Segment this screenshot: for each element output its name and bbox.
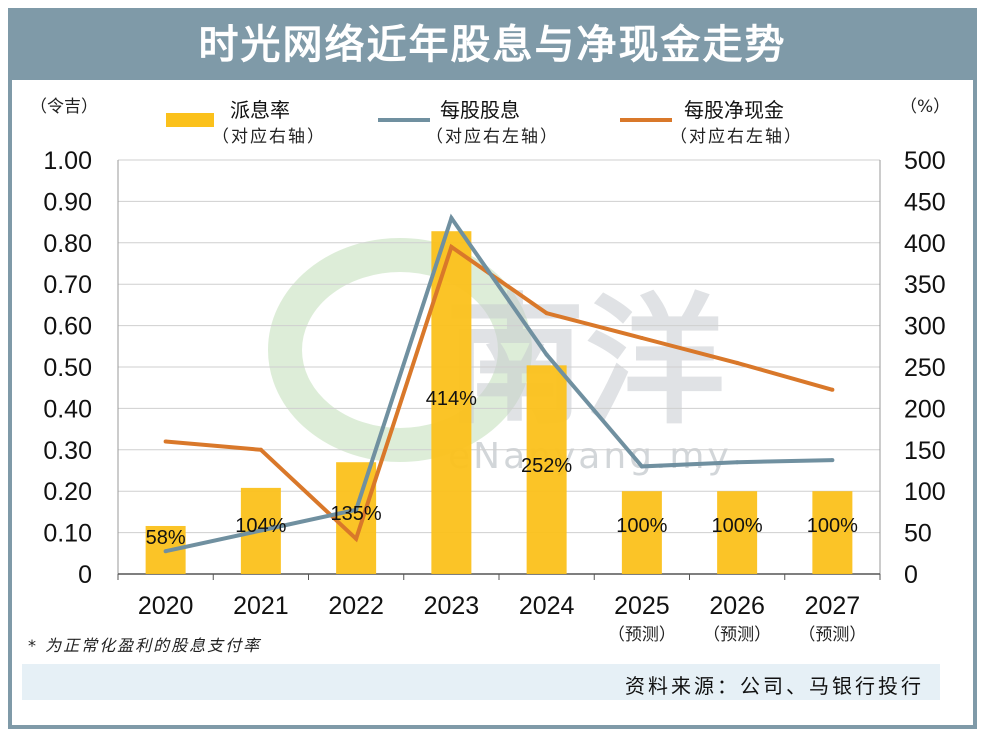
left-tick-label: 0.10 <box>43 520 92 548</box>
right-tick-label: 150 <box>904 437 946 465</box>
line-dividend-per-share-point <box>163 549 168 554</box>
line-net-cash-per-share-point <box>258 447 263 452</box>
x-tick-sublabel: （预测） <box>608 625 676 645</box>
line-net-cash-per-share-point <box>830 387 835 392</box>
legend-label-payout: 派息率 <box>230 98 290 122</box>
x-tick-sublabel: （预测） <box>703 625 771 645</box>
line-dividend-per-share <box>165 213 833 554</box>
left-tick-label: 0.70 <box>43 271 92 299</box>
legend-note-dps: （对应右左轴） <box>426 127 559 147</box>
x-tick-label: 2026 <box>709 592 765 620</box>
bar-payout-2026 <box>717 491 758 574</box>
x-tick-label: 2023 <box>424 592 480 620</box>
chart-title: 时光网络近年股息与净现金走势 <box>12 12 973 80</box>
bar-data-label: 58% <box>146 527 186 549</box>
left-tick-label: 0.40 <box>43 395 92 423</box>
line-net-cash-per-share-point <box>163 439 168 444</box>
bar-data-label: 100% <box>807 515 858 537</box>
watermark-logo-ring <box>268 238 532 462</box>
legend-note-payout: （对应右轴） <box>212 127 326 147</box>
bar-data-label: 252% <box>521 455 572 477</box>
left-axis-unit: （令吉） <box>30 97 98 117</box>
line-net-cash-per-share-point <box>639 336 644 341</box>
right-tick-label: 0 <box>904 561 918 589</box>
legend-label-dps: 每股股息 <box>440 98 520 122</box>
footnote: * 为正常化盈利的股息支付率 <box>28 636 262 655</box>
line-net-cash-per-share-point <box>449 244 454 249</box>
line-dividend-per-share-point <box>354 507 359 512</box>
watermark-logo-text: 南洋 <box>445 281 725 444</box>
line-dividend-per-share-point <box>735 460 740 465</box>
watermark-url-text: eNanyang.my <box>448 436 732 477</box>
right-tick-label: 250 <box>904 354 946 382</box>
right-tick-label: 400 <box>904 230 946 258</box>
x-tick-label: 2022 <box>328 592 384 620</box>
right-tick-label: 500 <box>904 147 946 175</box>
x-tick-label: 2020 <box>138 592 194 620</box>
left-tick-label: 0.90 <box>43 188 92 216</box>
line-dividend-per-share-point <box>449 215 454 220</box>
line-net-cash-per-share-point <box>354 536 359 541</box>
bar-data-label: 135% <box>331 503 382 525</box>
bar-data-label: 414% <box>426 388 477 410</box>
right-tick-label: 50 <box>904 520 932 548</box>
bar-data-label: 104% <box>235 515 286 537</box>
right-tick-label: 450 <box>904 188 946 216</box>
x-tick-label: 2027 <box>805 592 861 620</box>
left-tick-label: 0.20 <box>43 478 92 506</box>
bar-data-label: 100% <box>712 515 763 537</box>
bar-data-label: 100% <box>616 515 667 537</box>
left-tick-label: 0.50 <box>43 354 92 382</box>
legend-swatch-dps-line <box>378 118 430 122</box>
legend-note-netcash: （对应右左轴） <box>670 127 803 147</box>
left-tick-label: 0 <box>78 561 92 589</box>
source-text: 资料来源：公司、马银行投行 <box>625 674 924 698</box>
line-dividend-per-share-point <box>544 352 549 357</box>
line-net-cash-per-share <box>165 243 833 543</box>
right-tick-label: 200 <box>904 395 946 423</box>
legend-label-netcash: 每股净现金 <box>684 98 784 122</box>
bar-payout-2024 <box>526 365 567 574</box>
line-net-cash-per-share-point <box>735 360 740 365</box>
line-net-cash-per-share-point <box>544 311 549 316</box>
bar-payout-2025 <box>621 491 662 574</box>
line-dividend-per-share-point <box>639 464 644 469</box>
x-tick-label: 2021 <box>233 592 289 620</box>
right-tick-label: 300 <box>904 313 946 341</box>
left-tick-label: 0.60 <box>43 313 92 341</box>
right-tick-label: 350 <box>904 271 946 299</box>
right-axis-unit: （%） <box>900 97 951 117</box>
legend-swatch-payout-bar <box>166 113 214 127</box>
source-bar: 资料来源：公司、马银行投行 <box>22 664 940 700</box>
chart-frame: 时光网络近年股息与净现金走势 <box>8 8 977 729</box>
right-tick-label: 100 <box>904 478 946 506</box>
x-tick-sublabel: （预测） <box>798 625 866 645</box>
line-dividend-per-share-point <box>258 528 263 533</box>
x-tick-label: 2024 <box>519 592 575 620</box>
left-tick-label: 0.80 <box>43 230 92 258</box>
bar-payout-2027 <box>812 491 853 574</box>
left-tick-label: 0.30 <box>43 437 92 465</box>
x-tick-label: 2025 <box>614 592 670 620</box>
bar-payout-2022 <box>336 462 377 574</box>
legend-swatch-netcash-line <box>620 118 672 122</box>
left-tick-label: 1.00 <box>43 147 92 175</box>
line-dividend-per-share-point <box>830 458 835 463</box>
